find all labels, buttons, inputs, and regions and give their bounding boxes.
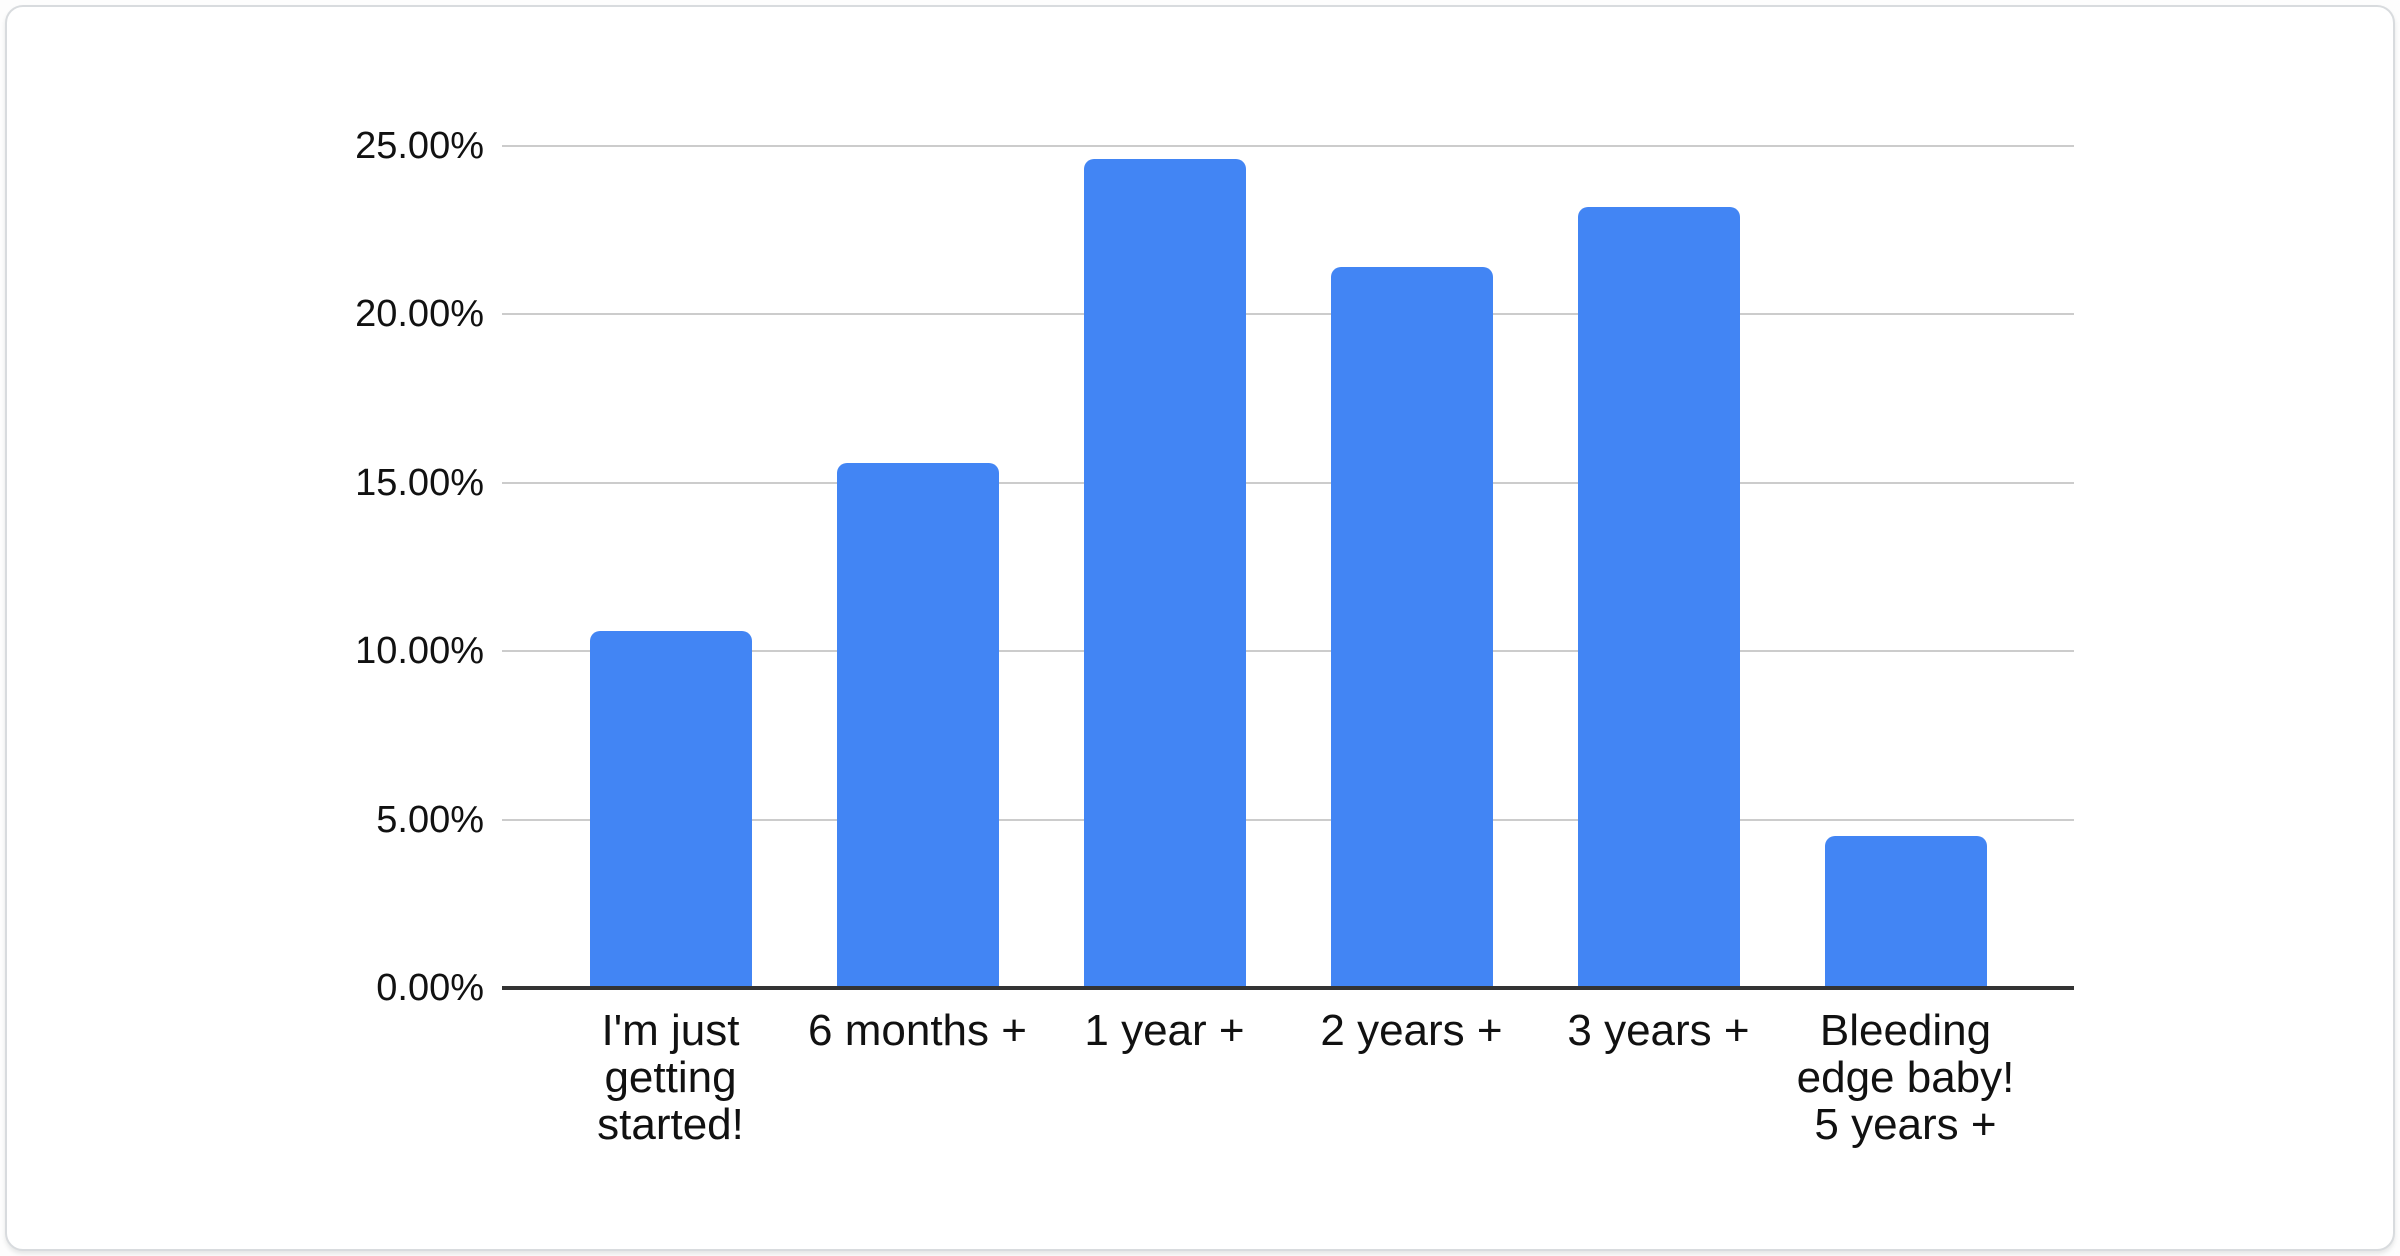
- bar-5[interactable]: [1577, 206, 1740, 988]
- y-axis-tick-label: 15.00%: [355, 461, 484, 504]
- bar-3[interactable]: [1083, 159, 1246, 988]
- x-axis-category-label: 1 year +: [1005, 1007, 1325, 1054]
- gridline: [502, 145, 2074, 147]
- x-axis-label-line: 6 months +: [808, 1006, 1027, 1055]
- y-axis-tick-label: 0.00%: [376, 967, 484, 1009]
- bar-4[interactable]: [1330, 267, 1493, 988]
- x-axis-label-line: 3 years +: [1567, 1006, 1750, 1055]
- gridline: [502, 313, 2074, 316]
- y-axis-tick-label: 25.00%: [355, 125, 484, 167]
- bar-chart: 0.00% 5.00% 10.00% 15.00% 20.00% 25.00% I'm ju…: [7, 7, 2393, 1249]
- bar-2[interactable]: [836, 462, 999, 988]
- x-axis-label-line: getting: [604, 1053, 737, 1102]
- x-axis-label-line: Bleeding: [1819, 1006, 1992, 1055]
- bar-6[interactable]: [1824, 836, 1987, 988]
- y-axis-tick-label: 5.00%: [376, 798, 484, 841]
- x-axis-category-label: Bleeding edge baby! 5 years +: [1746, 1007, 2066, 1148]
- bar-1[interactable]: [589, 630, 752, 988]
- x-axis-category-label: 6 months +: [758, 1007, 1078, 1054]
- gridline: [502, 818, 2074, 821]
- x-axis-label-line: edge baby!: [1796, 1053, 2015, 1102]
- x-axis-line: [502, 986, 2074, 990]
- x-axis-label-line: I'm just: [601, 1006, 740, 1055]
- x-axis-category-label: 2 years +: [1252, 1007, 1572, 1054]
- x-axis-label-line: 1 year +: [1084, 1006, 1245, 1055]
- x-axis-category-label: I'm just getting started!: [511, 1007, 831, 1148]
- x-axis-label-line: 5 years +: [1814, 1100, 1997, 1149]
- x-axis-label-line: 2 years +: [1320, 1006, 1503, 1055]
- y-axis-tick-label: 20.00%: [355, 293, 484, 336]
- x-axis-label-line: started!: [597, 1100, 744, 1149]
- gridline: [502, 481, 2074, 484]
- x-axis-category-label: 3 years +: [1499, 1007, 1819, 1054]
- gridline: [502, 650, 2074, 653]
- chart-card: 0.00% 5.00% 10.00% 15.00% 20.00% 25.00% I'm ju…: [5, 5, 2395, 1251]
- y-axis-tick-label: 10.00%: [355, 630, 484, 673]
